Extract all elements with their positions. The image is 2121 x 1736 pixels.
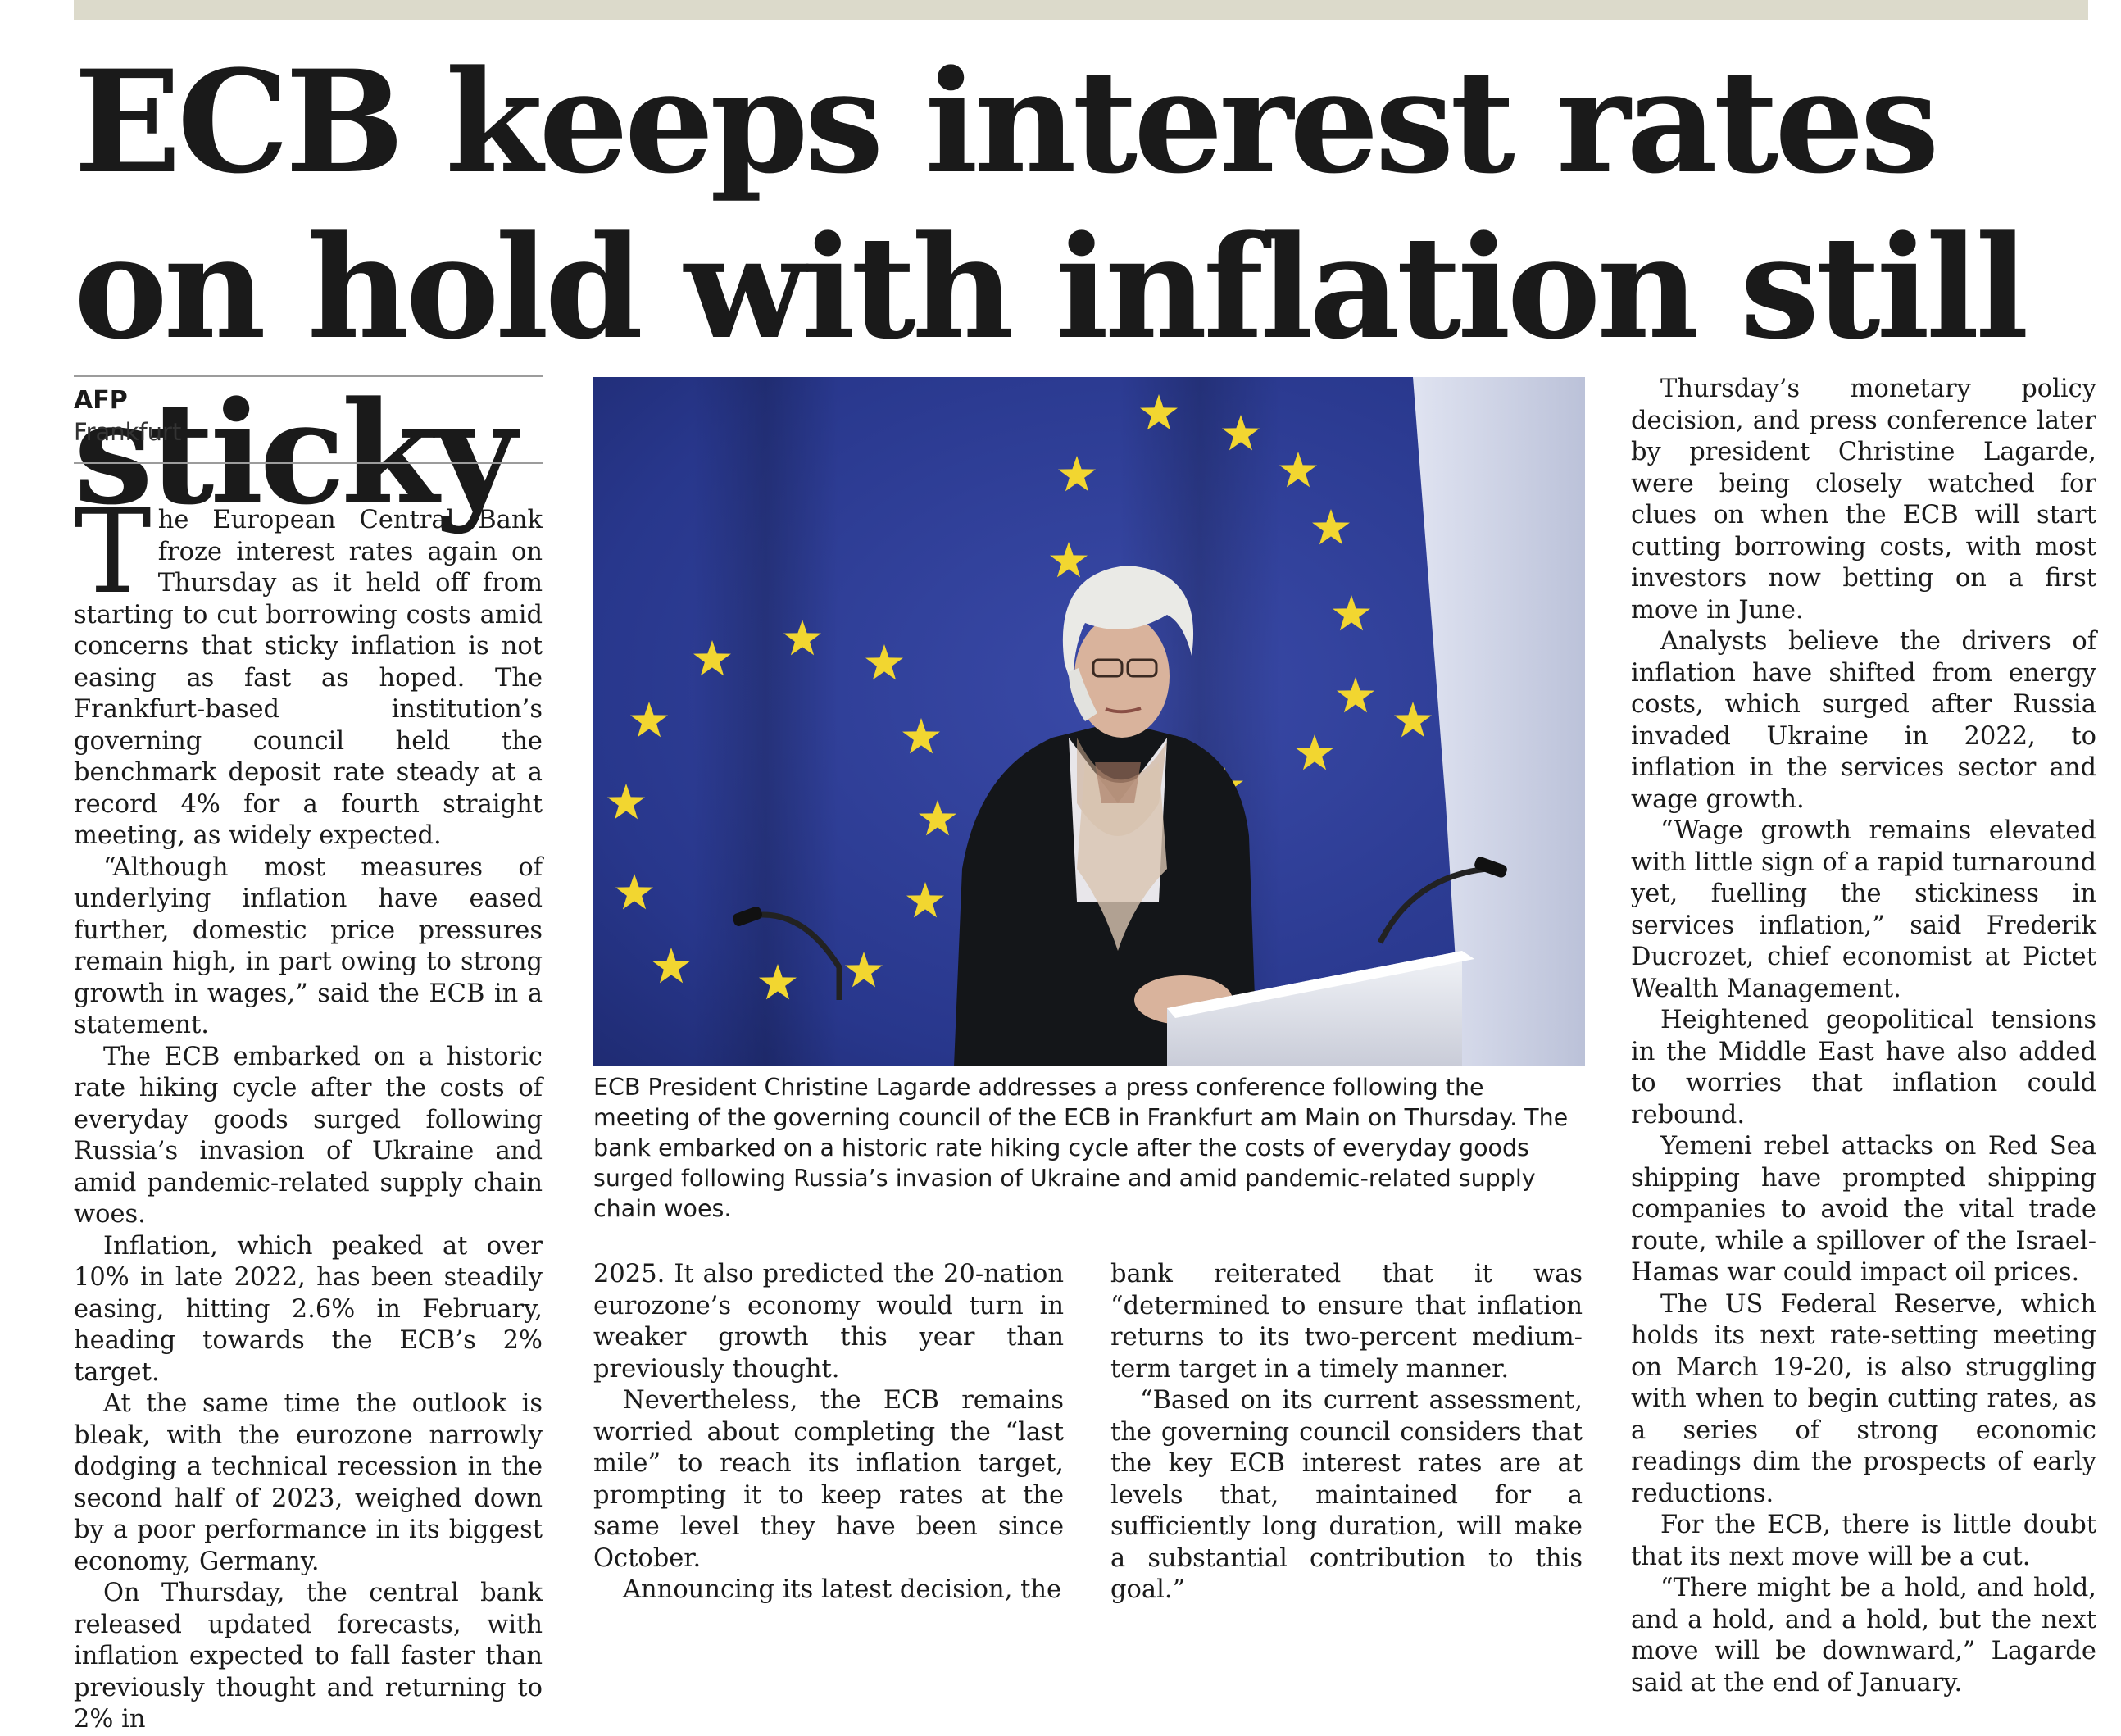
paragraph: Inflation, which peaked at over 10% in l… [74, 1231, 543, 1387]
paragraph: Heightened geopolitical tensions in the … [1631, 1006, 2096, 1129]
paragraph: At the same time the outlook is bleak, w… [74, 1389, 543, 1576]
article-column-2: 2025. It also predicted the 20-nation eu… [593, 1259, 1064, 1606]
paragraph: “There might be a hold, and hold, and a … [1631, 1574, 2096, 1697]
paragraph: 2025. It also predicted the 20-nation eu… [593, 1260, 1064, 1384]
paragraph: Thursday’s monetary policy decision, and… [1631, 375, 2096, 625]
paragraph: The ECB embarked on a historic rate hiki… [74, 1042, 543, 1229]
drop-cap: T [74, 484, 152, 620]
paragraph: On Thursday, the central bank released u… [74, 1579, 543, 1734]
paragraph-text: he European Central Bank froze interest … [74, 506, 543, 850]
byline-agency: AFP [74, 386, 128, 415]
paragraph: “Although most measures of underlying in… [74, 852, 543, 1040]
paragraph: “Wage growth remains elevated with littl… [1631, 816, 2096, 1003]
paragraph: Nevertheless, the ECB remains worried ab… [593, 1386, 1064, 1573]
paragraph: “Based on its current assessment, the go… [1110, 1386, 1583, 1604]
byline-dateline: Frankfurt [74, 418, 182, 446]
article-column-4: Thursday’s monetary policy decision, and… [1631, 374, 2096, 1699]
paragraph: Announcing its latest decision, the [623, 1575, 1062, 1604]
paragraph: Yemeni rebel attacks on Red Sea shipping… [1631, 1132, 2096, 1287]
article-column-3: bank reiterated that it was “determined … [1110, 1259, 1583, 1606]
photo-caption: ECB President Christine Lagarde addresse… [593, 1074, 1569, 1222]
paragraph: bank reiterated that it was “determined … [1110, 1260, 1583, 1384]
paragraph: Analysts believe the drivers of inflatio… [1631, 627, 2096, 814]
press-photo-illustration [593, 377, 1585, 1066]
paragraph: The US Federal Reserve, which holds its … [1631, 1289, 2096, 1508]
paragraph: For the ECB, there is little doubt that … [1631, 1511, 2096, 1571]
press-photo [593, 377, 1585, 1066]
headline: ECB keeps interest rates on hold with in… [74, 39, 2029, 536]
byline: AFP Frankfurt [74, 375, 543, 464]
top-rule [74, 0, 2088, 20]
